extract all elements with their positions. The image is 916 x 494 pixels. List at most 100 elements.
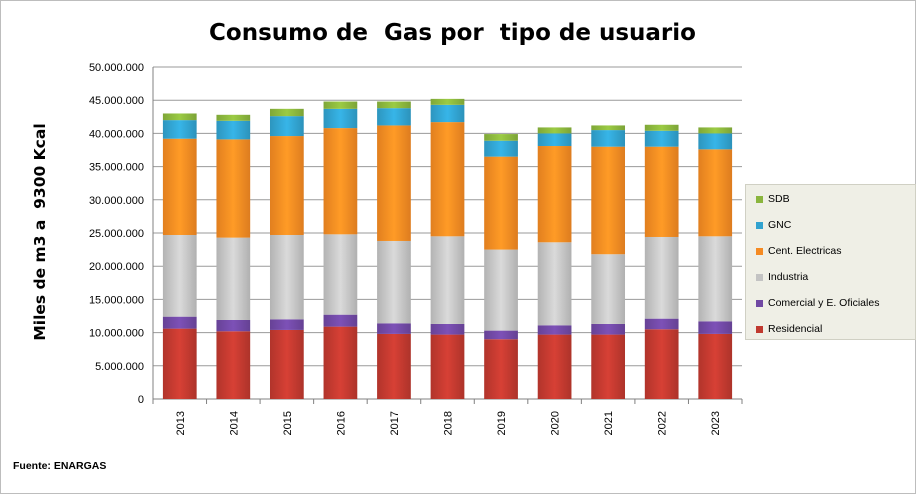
bar-segment-residencial <box>591 334 626 399</box>
legend-item: SDB <box>756 192 790 206</box>
bar-segment-gnc <box>430 104 465 123</box>
bar-segment-comercial-y-e-oficiales <box>216 319 251 332</box>
bar-segment-cent-electricas <box>430 122 465 237</box>
legend-item: Cent. Electricas <box>756 244 842 258</box>
bar-segment-comercial-y-e-oficiales <box>591 323 626 335</box>
bar-segment-comercial-y-e-oficiales <box>644 318 679 330</box>
bar-segment-gnc <box>377 108 411 126</box>
bar-segment-sdb <box>591 125 626 131</box>
y-tick-label: 35.000.000 <box>89 162 144 174</box>
bar-segment-residencial <box>162 328 197 399</box>
bar-segment-sdb <box>269 108 304 117</box>
y-tick-label: 30.000.000 <box>89 195 144 207</box>
y-tick-label: 0 <box>138 394 144 406</box>
legend-item: Industria <box>756 270 808 284</box>
bar-segment-comercial-y-e-oficiales <box>377 323 411 334</box>
x-tick-label: 2014 <box>228 411 240 435</box>
bar-segment-industria <box>323 234 358 315</box>
bar-segment-gnc <box>269 116 304 137</box>
legend-label: Industria <box>768 271 809 283</box>
bar-segment-gnc <box>591 130 626 147</box>
bar-segment-gnc <box>484 140 518 157</box>
y-tick-label: 20.000.000 <box>89 261 144 273</box>
bar-segment-industria <box>269 234 304 320</box>
chart-legend: SDB GNC Cent. Electricas Industria Comercial… <box>745 184 916 340</box>
legend-item: Residencial <box>756 322 822 336</box>
bar-segment-comercial-y-e-oficiales <box>269 319 304 330</box>
legend-label: Comercial y E. Oficiales <box>768 297 880 309</box>
bar-segment-gnc <box>216 120 251 140</box>
bar-segment-cent-electricas <box>537 146 572 243</box>
bar-segment-cent-electricas <box>698 149 733 237</box>
bar-segment-cent-electricas <box>216 139 251 238</box>
x-tick-label: 2022 <box>657 411 669 435</box>
bar-segment-industria <box>644 236 679 319</box>
bar-segment-industria <box>537 242 572 326</box>
bar-segment-industria <box>430 236 465 324</box>
legend-swatch <box>756 299 763 307</box>
bar-segment-gnc <box>162 120 197 139</box>
bar-segment-residencial <box>484 339 518 399</box>
bar-segment-cent-electricas <box>591 146 626 255</box>
bar-segment-comercial-y-e-oficiales <box>162 316 197 329</box>
bar-segment-cent-electricas <box>323 128 358 235</box>
bar-segment-sdb <box>698 127 733 134</box>
x-tick-label: 2016 <box>335 411 347 435</box>
legend-label: GNC <box>768 219 792 231</box>
x-tick-label: 2017 <box>389 411 401 435</box>
bar-segment-residencial <box>537 334 572 399</box>
bar-segment-gnc <box>323 108 358 129</box>
bar-segment-sdb <box>377 101 411 109</box>
legend-swatch <box>756 273 763 281</box>
bar-segment-industria <box>698 236 733 322</box>
bar-segment-sdb <box>484 134 518 141</box>
bar-segment-sdb <box>216 114 251 121</box>
bar-segment-industria <box>591 254 626 324</box>
bar-segment-comercial-y-e-oficiales <box>537 325 572 335</box>
y-tick-label: 15.000.000 <box>89 294 144 306</box>
y-tick-label: 50.000.000 <box>89 62 144 74</box>
legend-swatch <box>756 195 763 203</box>
bar-segment-residencial <box>430 334 465 399</box>
x-tick-label: 2021 <box>603 411 615 435</box>
bar-segment-residencial <box>323 326 358 399</box>
x-tick-label: 2019 <box>496 411 508 435</box>
bar-segment-cent-electricas <box>377 125 411 241</box>
y-tick-label: 40.000.000 <box>89 128 144 140</box>
chart-title: Consumo de Gas por tipo de usuario <box>209 20 696 46</box>
bar-segment-gnc <box>698 133 733 150</box>
bar-segment-cent-electricas <box>644 146 679 237</box>
bar-segment-residencial <box>698 333 733 399</box>
y-tick-label: 10.000.000 <box>89 328 144 340</box>
bar-segment-residencial <box>644 329 679 399</box>
bar-segment-sdb <box>537 127 572 134</box>
bar-segment-residencial <box>269 329 304 399</box>
bar-segment-sdb <box>323 101 358 109</box>
bar-segment-comercial-y-e-oficiales <box>484 330 518 340</box>
bar-segment-comercial-y-e-oficiales <box>698 321 733 334</box>
legend-item: Comercial y E. Oficiales <box>756 296 879 310</box>
bar-segment-sdb <box>162 113 197 121</box>
x-tick-label: 2018 <box>443 411 455 435</box>
bar-segment-residencial <box>377 333 411 399</box>
bar-segment-comercial-y-e-oficiales <box>430 323 465 335</box>
bar-segment-sdb <box>644 124 679 131</box>
bar-segment-industria <box>216 237 251 320</box>
legend-swatch <box>756 221 763 229</box>
x-tick-label: 2020 <box>550 411 562 435</box>
bar-segment-cent-electricas <box>269 136 304 235</box>
legend-label: Residencial <box>768 323 823 335</box>
legend-swatch <box>756 247 763 255</box>
y-tick-label: 25.000.000 <box>89 228 144 240</box>
bar-segment-industria <box>484 249 518 331</box>
bar-segment-gnc <box>644 130 679 147</box>
bar-segment-cent-electricas <box>484 156 518 250</box>
bar-segment-industria <box>377 240 411 324</box>
bar-segment-residencial <box>216 331 251 399</box>
x-tick-label: 2013 <box>175 411 187 435</box>
x-tick-label: 2015 <box>282 411 294 435</box>
bar-segment-sdb <box>430 98 465 105</box>
x-tick-label: 2023 <box>710 411 722 435</box>
y-tick-label: 5.000.000 <box>95 361 144 373</box>
